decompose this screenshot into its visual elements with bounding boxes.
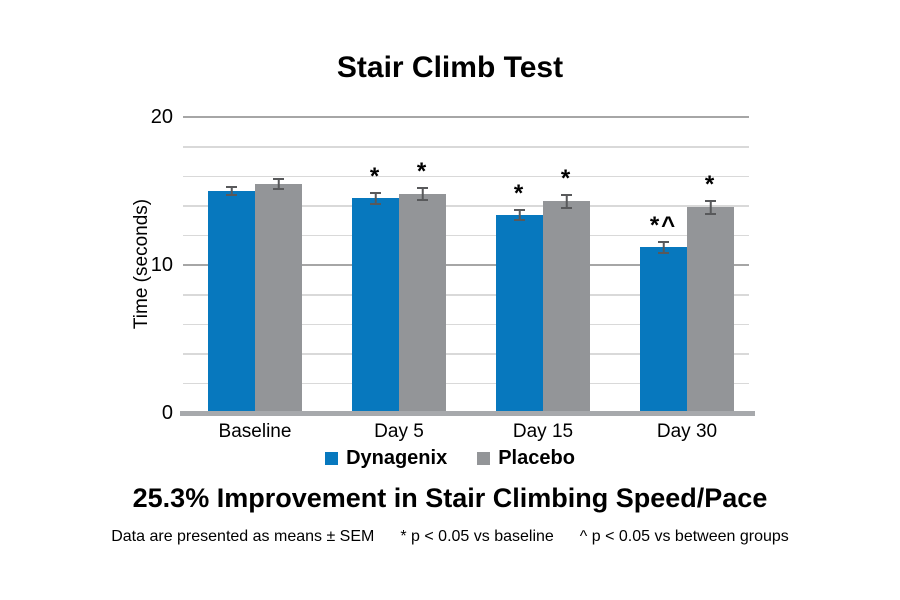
headline: 25.3% Improvement in Stair Climbing Spee… <box>132 483 768 513</box>
y-tick-label-10: 10 <box>150 254 173 276</box>
legend-label-placebo: Placebo <box>498 447 575 469</box>
bar-placebo-day-30 <box>687 207 734 413</box>
major-gridline-20 <box>183 116 749 118</box>
x-tick-label-baseline: Baseline <box>218 421 292 442</box>
bar-placebo-day-15 <box>543 201 590 413</box>
error-bar-stem <box>421 189 424 199</box>
significance-marker-dynagenix-day-5: * <box>369 162 382 190</box>
x-axis-line <box>180 410 755 416</box>
chart-title: Stair Climb Test <box>336 51 564 84</box>
minor-gridline-6 <box>183 323 749 326</box>
plot-area: 0 10 20 Baseline * * Day 5 * * Day 15 *^ * Day 30 <box>151 106 755 442</box>
legend-swatch-dynagenix-icon <box>325 452 339 465</box>
y-tick-label-0: 0 <box>161 402 173 424</box>
error-bar-stem <box>277 179 280 188</box>
minor-gridline-18 <box>183 146 749 148</box>
error-bar-stem <box>709 201 712 213</box>
footnote-caret-note: ^ p < 0.05 vs between groups <box>579 528 789 545</box>
bar-placebo-baseline <box>255 183 302 413</box>
legend-label-dynagenix: Dynagenix <box>346 447 448 469</box>
x-tick-label-day-5: Day 5 <box>374 421 424 442</box>
bar-dynagenix-day-15 <box>496 214 543 413</box>
error-bar-stem <box>565 195 568 207</box>
footnote-star-note: * p < 0.05 vs baseline <box>400 528 554 545</box>
error-bar-dynagenix-day-30 <box>658 240 669 254</box>
minor-gridline-16 <box>183 175 749 178</box>
legend: Dynagenix Placebo <box>0 447 900 470</box>
minor-gridline-4 <box>183 353 749 355</box>
significance-marker-dynagenix-day-15: * <box>513 179 526 207</box>
error-bar-placebo-day-15 <box>561 193 572 209</box>
error-bar-dynagenix-day-15 <box>514 208 525 221</box>
legend-swatch-placebo-icon <box>477 452 491 465</box>
x-tick-label-day-15: Day 15 <box>512 421 574 442</box>
legend-item-placebo: Placebo <box>477 447 575 470</box>
error-bar-stem <box>662 242 665 252</box>
footnote: Data are presented as means ± SEM * p < 0… <box>0 527 900 547</box>
bar-dynagenix-baseline <box>208 191 255 413</box>
error-bar-placebo-baseline <box>273 177 284 190</box>
significance-marker-placebo-day-30: * <box>704 170 717 198</box>
error-bar-stem <box>374 193 377 204</box>
bar-placebo-day-5 <box>399 193 446 413</box>
minor-gridline-12 <box>183 234 749 237</box>
significance-marker-placebo-day-5: * <box>416 158 429 186</box>
error-bar-placebo-day-30 <box>705 199 716 215</box>
minor-gridline-14 <box>183 205 749 207</box>
legend-item-dynagenix: Dynagenix <box>325 447 447 470</box>
minor-gridline-2 <box>183 382 749 385</box>
significance-marker-placebo-day-15: * <box>560 164 573 192</box>
error-bar-placebo-day-5 <box>417 187 428 201</box>
major-gridline-10 <box>183 264 749 266</box>
y-tick-label-20: 20 <box>150 106 173 128</box>
error-bar-dynagenix-day-5 <box>370 191 381 206</box>
bar-dynagenix-day-5 <box>352 198 399 413</box>
error-bar-stem <box>230 187 233 195</box>
error-bar-dynagenix-baseline <box>226 185 237 197</box>
footnote-means-sem: Data are presented as means ± SEM <box>111 528 375 545</box>
significance-marker-dynagenix-day-30: *^ <box>649 211 678 239</box>
x-tick-label-day-30: Day 30 <box>656 421 718 442</box>
bar-dynagenix-day-30 <box>640 247 687 413</box>
error-bar-stem <box>518 210 521 219</box>
minor-gridline-8 <box>183 294 749 296</box>
